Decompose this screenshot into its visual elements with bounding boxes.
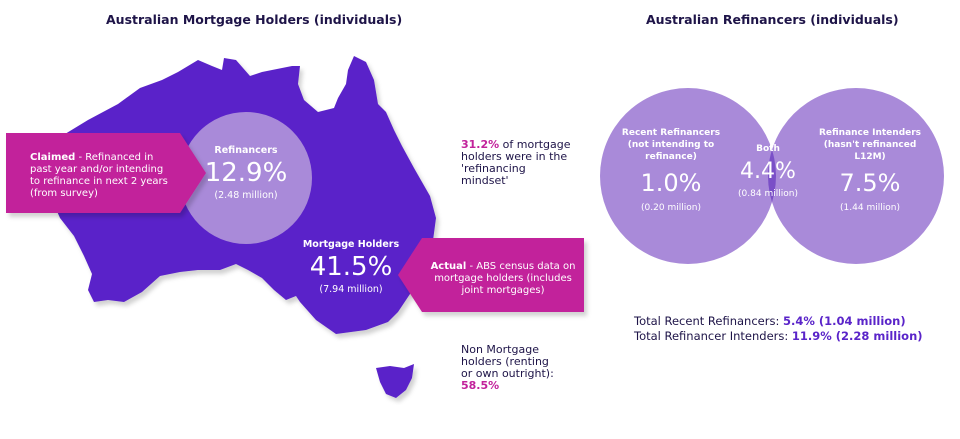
total-intenders-value: 11.9% (2.28 million) <box>791 329 923 343</box>
both-value: 4.4% <box>740 159 796 184</box>
total-intenders-line: Total Refinancer Intenders: 11.9% (2.28 … <box>634 329 923 343</box>
mortgage-holders-value: 41.5% <box>309 252 393 282</box>
venn-intenders-circle <box>768 88 944 264</box>
total-recent-label: Total Recent Refinancers: <box>634 314 783 328</box>
mindset-note: 31.2% of mortgage holders were in the 'r… <box>461 139 571 187</box>
actual-callout-box <box>398 238 584 312</box>
venn-recent-circle <box>600 88 776 264</box>
recent-refinancers-sub: (0.20 million) <box>641 203 701 213</box>
refinance-intenders-value: 7.5% <box>839 169 901 197</box>
non-mortgage-pct: 58.5% <box>461 379 500 392</box>
total-recent-value: 5.4% (1.04 million) <box>782 314 906 328</box>
mindset-text: of mortgage holders were in the 'refinan… <box>461 138 571 187</box>
actual-callout-bold: Actual <box>430 261 467 272</box>
refinance-intenders-label: Refinance Intenders (hasn't refinanced L… <box>818 128 922 162</box>
non-mortgage-note: Non Mortgage holders (renting or own out… <box>461 344 561 392</box>
total-recent-line: Total Recent Refinancers: 5.4% (1.04 mil… <box>634 314 906 328</box>
tasmania-shape <box>376 364 414 398</box>
claimed-callout-bold: Claimed <box>30 152 76 163</box>
claimed-callout-text: Claimed - Refinanced in past year and/or… <box>30 152 170 200</box>
mindset-pct: 31.2% <box>461 138 500 151</box>
both-group: Both 4.4% (0.84 million) <box>736 143 800 200</box>
mortgage-holders-sub: (7.94 million) <box>319 284 383 295</box>
refinancers-label: Refinancers <box>214 145 278 156</box>
refinance-intenders-sub: (1.44 million) <box>840 203 900 213</box>
refinancers-value: 12.9% <box>204 158 288 188</box>
non-mortgage-text: Non Mortgage holders (renting or own out… <box>461 343 554 380</box>
claimed-callout-box <box>6 133 206 213</box>
claimed-callout-body: - Refinanced in past year and/or intendi… <box>30 152 168 199</box>
recent-refinancers-label: Recent Refinancers (not intending to ref… <box>621 128 721 162</box>
recent-refinancers-value: 1.0% <box>640 169 702 197</box>
actual-callout-body: - ABS census data on mortgage holders (i… <box>434 261 576 296</box>
refinancers-group: Refinancers 12.9% (2.48 million) <box>186 145 306 201</box>
actual-callout-text: Actual - ABS census data on mortgage hol… <box>428 261 578 297</box>
both-label: Both <box>756 144 780 154</box>
mortgage-holders-label: Mortgage Holders <box>302 239 400 250</box>
refinancers-circle <box>180 112 312 244</box>
both-sub: (0.84 million) <box>738 189 798 199</box>
mortgage-holders-group: Mortgage Holders 41.5% (7.94 million) <box>296 239 406 295</box>
left-title: Australian Mortgage Holders (individuals… <box>106 12 403 27</box>
refinancers-sub: (2.48 million) <box>214 190 278 201</box>
right-title: Australian Refinancers (individuals) <box>646 12 899 27</box>
recent-refinancers-group: Recent Refinancers (not intending to ref… <box>612 127 730 213</box>
refinance-intenders-group: Refinance Intenders (hasn't refinanced L… <box>808 127 932 213</box>
total-intenders-label: Total Refinancer Intenders: <box>634 329 792 343</box>
